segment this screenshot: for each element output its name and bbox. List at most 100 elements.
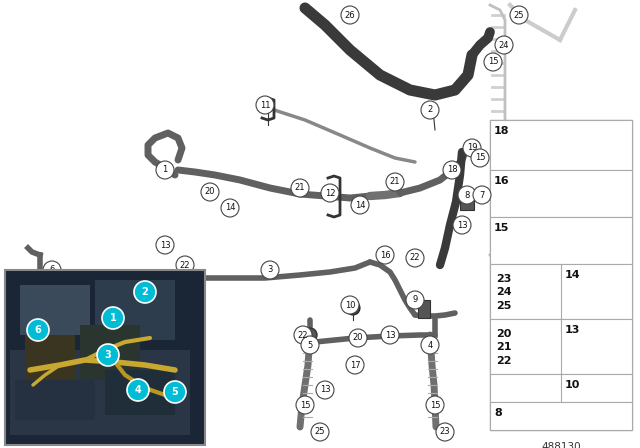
Text: 25: 25 (315, 427, 325, 436)
Text: 15: 15 (494, 223, 509, 233)
Circle shape (261, 261, 279, 279)
Circle shape (495, 36, 513, 54)
Circle shape (27, 319, 49, 341)
Text: 12: 12 (324, 189, 335, 198)
Text: 18: 18 (494, 126, 509, 136)
Text: 22: 22 (298, 331, 308, 340)
Text: 13: 13 (320, 385, 330, 395)
Circle shape (443, 161, 461, 179)
Text: 16: 16 (494, 176, 509, 186)
Text: 21: 21 (390, 177, 400, 186)
Bar (490, 402, 632, 430)
Text: 23: 23 (440, 427, 451, 436)
Text: 19: 19 (467, 143, 477, 152)
Bar (490, 120, 632, 170)
Text: 20: 20 (353, 333, 364, 343)
Circle shape (406, 249, 424, 267)
Circle shape (156, 236, 174, 254)
Circle shape (341, 6, 359, 24)
Bar (5, 270, 205, 445)
Circle shape (388, 332, 398, 342)
Text: 26: 26 (345, 10, 355, 20)
Circle shape (164, 381, 186, 403)
Circle shape (294, 326, 312, 344)
Circle shape (227, 205, 237, 215)
Bar (490, 170, 632, 217)
Circle shape (473, 186, 491, 204)
Circle shape (186, 272, 198, 284)
Circle shape (386, 173, 404, 191)
Text: 22: 22 (180, 260, 190, 270)
Circle shape (97, 344, 119, 366)
Circle shape (177, 272, 189, 284)
Text: 13: 13 (122, 285, 132, 294)
Text: 15: 15 (488, 57, 499, 66)
Circle shape (303, 328, 317, 342)
Bar (105, 370, 175, 415)
Circle shape (346, 356, 364, 374)
Text: 9: 9 (412, 296, 418, 305)
Circle shape (321, 385, 331, 395)
Text: 6: 6 (35, 325, 42, 335)
Circle shape (463, 139, 481, 157)
Text: 2: 2 (141, 287, 148, 297)
Text: 10: 10 (565, 380, 580, 390)
Text: 11: 11 (260, 100, 270, 109)
Circle shape (176, 256, 194, 274)
Text: 21: 21 (295, 184, 305, 193)
Circle shape (357, 202, 367, 212)
Text: 23: 23 (496, 274, 511, 284)
Circle shape (453, 216, 471, 234)
Text: 25: 25 (496, 301, 511, 310)
Text: 488130: 488130 (541, 442, 581, 448)
Text: 13: 13 (457, 220, 467, 229)
Circle shape (127, 379, 149, 401)
Circle shape (311, 423, 329, 441)
Circle shape (316, 381, 334, 399)
Circle shape (301, 336, 319, 354)
Text: 10: 10 (345, 301, 355, 310)
Bar (25, 335, 75, 380)
Text: 15: 15 (300, 401, 310, 409)
Text: 8: 8 (464, 190, 470, 199)
Circle shape (296, 396, 314, 414)
Bar (490, 264, 632, 319)
Bar (10, 350, 190, 435)
Bar (20, 285, 90, 335)
Circle shape (436, 423, 454, 441)
Text: 20: 20 (205, 188, 215, 197)
Text: 14: 14 (225, 203, 236, 212)
Text: 8: 8 (494, 408, 502, 418)
Text: 14: 14 (355, 201, 365, 210)
Text: 13: 13 (385, 331, 396, 340)
Circle shape (102, 307, 124, 329)
Circle shape (256, 96, 274, 114)
Text: 3: 3 (268, 266, 273, 275)
Circle shape (426, 396, 444, 414)
Text: 4: 4 (134, 385, 141, 395)
Bar (95, 280, 175, 340)
Circle shape (458, 186, 476, 204)
Circle shape (299, 329, 311, 341)
Text: 2: 2 (428, 105, 433, 115)
Text: 1: 1 (109, 313, 116, 323)
Circle shape (346, 301, 360, 315)
Bar (203, 185, 217, 199)
Text: 18: 18 (447, 165, 458, 175)
Text: 1: 1 (163, 165, 168, 175)
Text: 13: 13 (77, 285, 87, 294)
Circle shape (381, 326, 399, 344)
Text: 6: 6 (49, 266, 54, 275)
Circle shape (77, 285, 87, 295)
Circle shape (43, 261, 61, 279)
Text: 4: 4 (428, 340, 433, 349)
Bar (490, 319, 632, 374)
Text: 7: 7 (479, 190, 484, 199)
Circle shape (118, 281, 136, 299)
Text: 3: 3 (104, 350, 111, 360)
Bar (490, 120, 632, 430)
Circle shape (291, 179, 309, 197)
Circle shape (47, 270, 57, 280)
Circle shape (73, 281, 91, 299)
Circle shape (321, 184, 339, 202)
